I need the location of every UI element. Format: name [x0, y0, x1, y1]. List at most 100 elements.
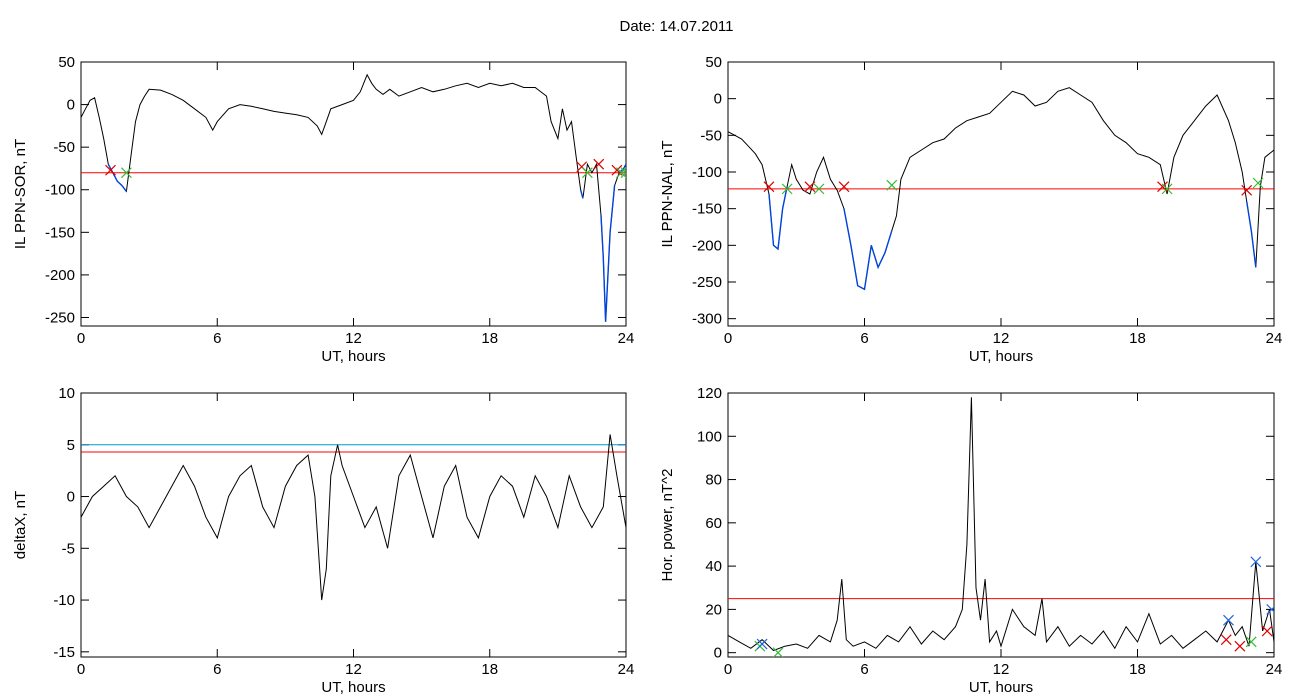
- end-marker: [772, 647, 784, 657]
- end-marker: [581, 167, 593, 179]
- y-tick-label: -100: [692, 164, 722, 181]
- data-line: [81, 73, 626, 322]
- plot-frame: [727, 392, 1275, 658]
- end-marker: [1252, 177, 1264, 189]
- x-tick-label: 0: [77, 330, 85, 347]
- y-axis-label: deltaX, nT: [12, 491, 29, 559]
- plot-area: [728, 397, 1274, 657]
- y-tick-label: -10: [53, 592, 75, 609]
- y-tick-label: 80: [705, 472, 722, 489]
- peak-marker: [1266, 603, 1274, 615]
- panel-deltax: 0 6 12 18 24 10 5 0 -5 -10 -15 UT, hours deltaX, nT: [12, 385, 634, 696]
- y-tick-label: -250: [45, 309, 75, 326]
- y-tick-label: 0: [67, 97, 75, 114]
- start-marker: [593, 158, 605, 170]
- end-marker: [886, 179, 898, 191]
- y-tick-label: -150: [692, 201, 722, 218]
- end-marker: [120, 167, 132, 179]
- x-tick-label: 12: [993, 330, 1010, 347]
- x-tick-label: 24: [618, 330, 635, 347]
- panel-il-ppn-sor: 0 6 12 18 24 50 0 -50 -100 -150 -200 -250 UT, hours I…: [12, 54, 634, 365]
- highlight-segment: [768, 186, 788, 251]
- end-marker: [620, 167, 626, 179]
- data-line: [728, 397, 1274, 652]
- highlight-segment: [843, 208, 893, 291]
- x-tick-label: 12: [993, 661, 1010, 678]
- y-tick-label: -150: [45, 224, 75, 241]
- y-tick-label: 100: [697, 428, 722, 445]
- end-marker: [1161, 183, 1173, 195]
- peak-marker: [1223, 614, 1234, 626]
- y-tick-label: -300: [692, 311, 722, 328]
- x-axis-label: UT, hours: [969, 348, 1033, 365]
- y-tick-label: -250: [692, 274, 722, 291]
- x-tick-label: 18: [481, 330, 498, 347]
- plot-frame: [80, 61, 627, 327]
- y-tick-label: -200: [45, 267, 75, 284]
- highlight-segment: [1246, 201, 1257, 268]
- end-marker: [781, 183, 793, 195]
- start-marker: [838, 181, 850, 193]
- page-title: Date: 14.07.2011: [619, 18, 734, 35]
- start-marker: [1241, 184, 1253, 196]
- y-tick-label: 50: [705, 54, 722, 71]
- plot-area: [81, 434, 626, 601]
- y-tick-label: 0: [714, 645, 722, 662]
- x-axis-label: UT, hours: [321, 348, 385, 365]
- y-tick-label: -15: [53, 644, 75, 661]
- y-axis-label: Hor. power, nT^2: [659, 469, 676, 582]
- peak-marker: [756, 638, 768, 650]
- y-tick-label: 120: [697, 385, 722, 402]
- y-tick-label: 60: [705, 515, 722, 532]
- start-marker: [804, 181, 816, 193]
- y-tick-label: 20: [705, 601, 722, 618]
- x-tick-label: 6: [213, 330, 221, 347]
- plot-area: [728, 87, 1274, 291]
- y-tick-label: 10: [58, 385, 75, 402]
- y-axis-label: IL PPN-NAL, nT: [659, 141, 676, 248]
- x-tick-label: 0: [724, 661, 732, 678]
- y-tick-label: -50: [700, 127, 722, 144]
- y-tick-label: 0: [67, 489, 75, 506]
- y-tick-label: 0: [714, 91, 722, 108]
- x-tick-label: 18: [1129, 330, 1146, 347]
- highlight-segment: [600, 185, 616, 322]
- y-axis-label: IL PPN-SOR, nT: [12, 139, 29, 249]
- x-tick-label: 18: [1129, 661, 1146, 678]
- y-tick-label: -100: [45, 182, 75, 199]
- x-tick-label: 24: [618, 661, 635, 678]
- y-tick-label: -50: [53, 139, 75, 156]
- x-tick-label: 6: [213, 661, 221, 678]
- start-marker: [1220, 634, 1232, 646]
- end-marker: [1245, 636, 1257, 648]
- data-line: [728, 87, 1274, 291]
- x-tick-label: 12: [345, 661, 362, 678]
- end-marker: [616, 167, 626, 179]
- y-tick-label: 5: [67, 437, 75, 454]
- x-tick-label: 0: [724, 330, 732, 347]
- x-tick-label: 6: [860, 661, 868, 678]
- x-tick-label: 6: [860, 330, 868, 347]
- y-tick-label: -200: [692, 237, 722, 254]
- y-tick-label: 40: [705, 558, 722, 575]
- end-marker: [813, 183, 825, 195]
- x-axis-label: UT, hours: [321, 679, 385, 696]
- x-axis-label: UT, hours: [969, 679, 1033, 696]
- highlight-segment: [107, 163, 127, 192]
- start-marker: [105, 164, 116, 176]
- peak-marker: [1250, 556, 1262, 568]
- x-tick-label: 24: [1266, 661, 1283, 678]
- start-marker: [1261, 625, 1273, 637]
- data-line: [81, 434, 626, 601]
- x-tick-label: 18: [481, 661, 498, 678]
- y-tick-label: 50: [58, 54, 75, 71]
- x-tick-label: 0: [77, 661, 85, 678]
- plot-area: [81, 73, 626, 322]
- start-marker: [763, 181, 775, 193]
- x-tick-label: 12: [345, 330, 362, 347]
- plot-frame: [80, 392, 627, 658]
- panel-hor-power: 0 6 12 18 24 120 100 80 60 40 20 0 UT, hours Hor. pow…: [659, 385, 1282, 696]
- start-marker: [1234, 640, 1246, 652]
- y-tick-label: -5: [62, 540, 75, 557]
